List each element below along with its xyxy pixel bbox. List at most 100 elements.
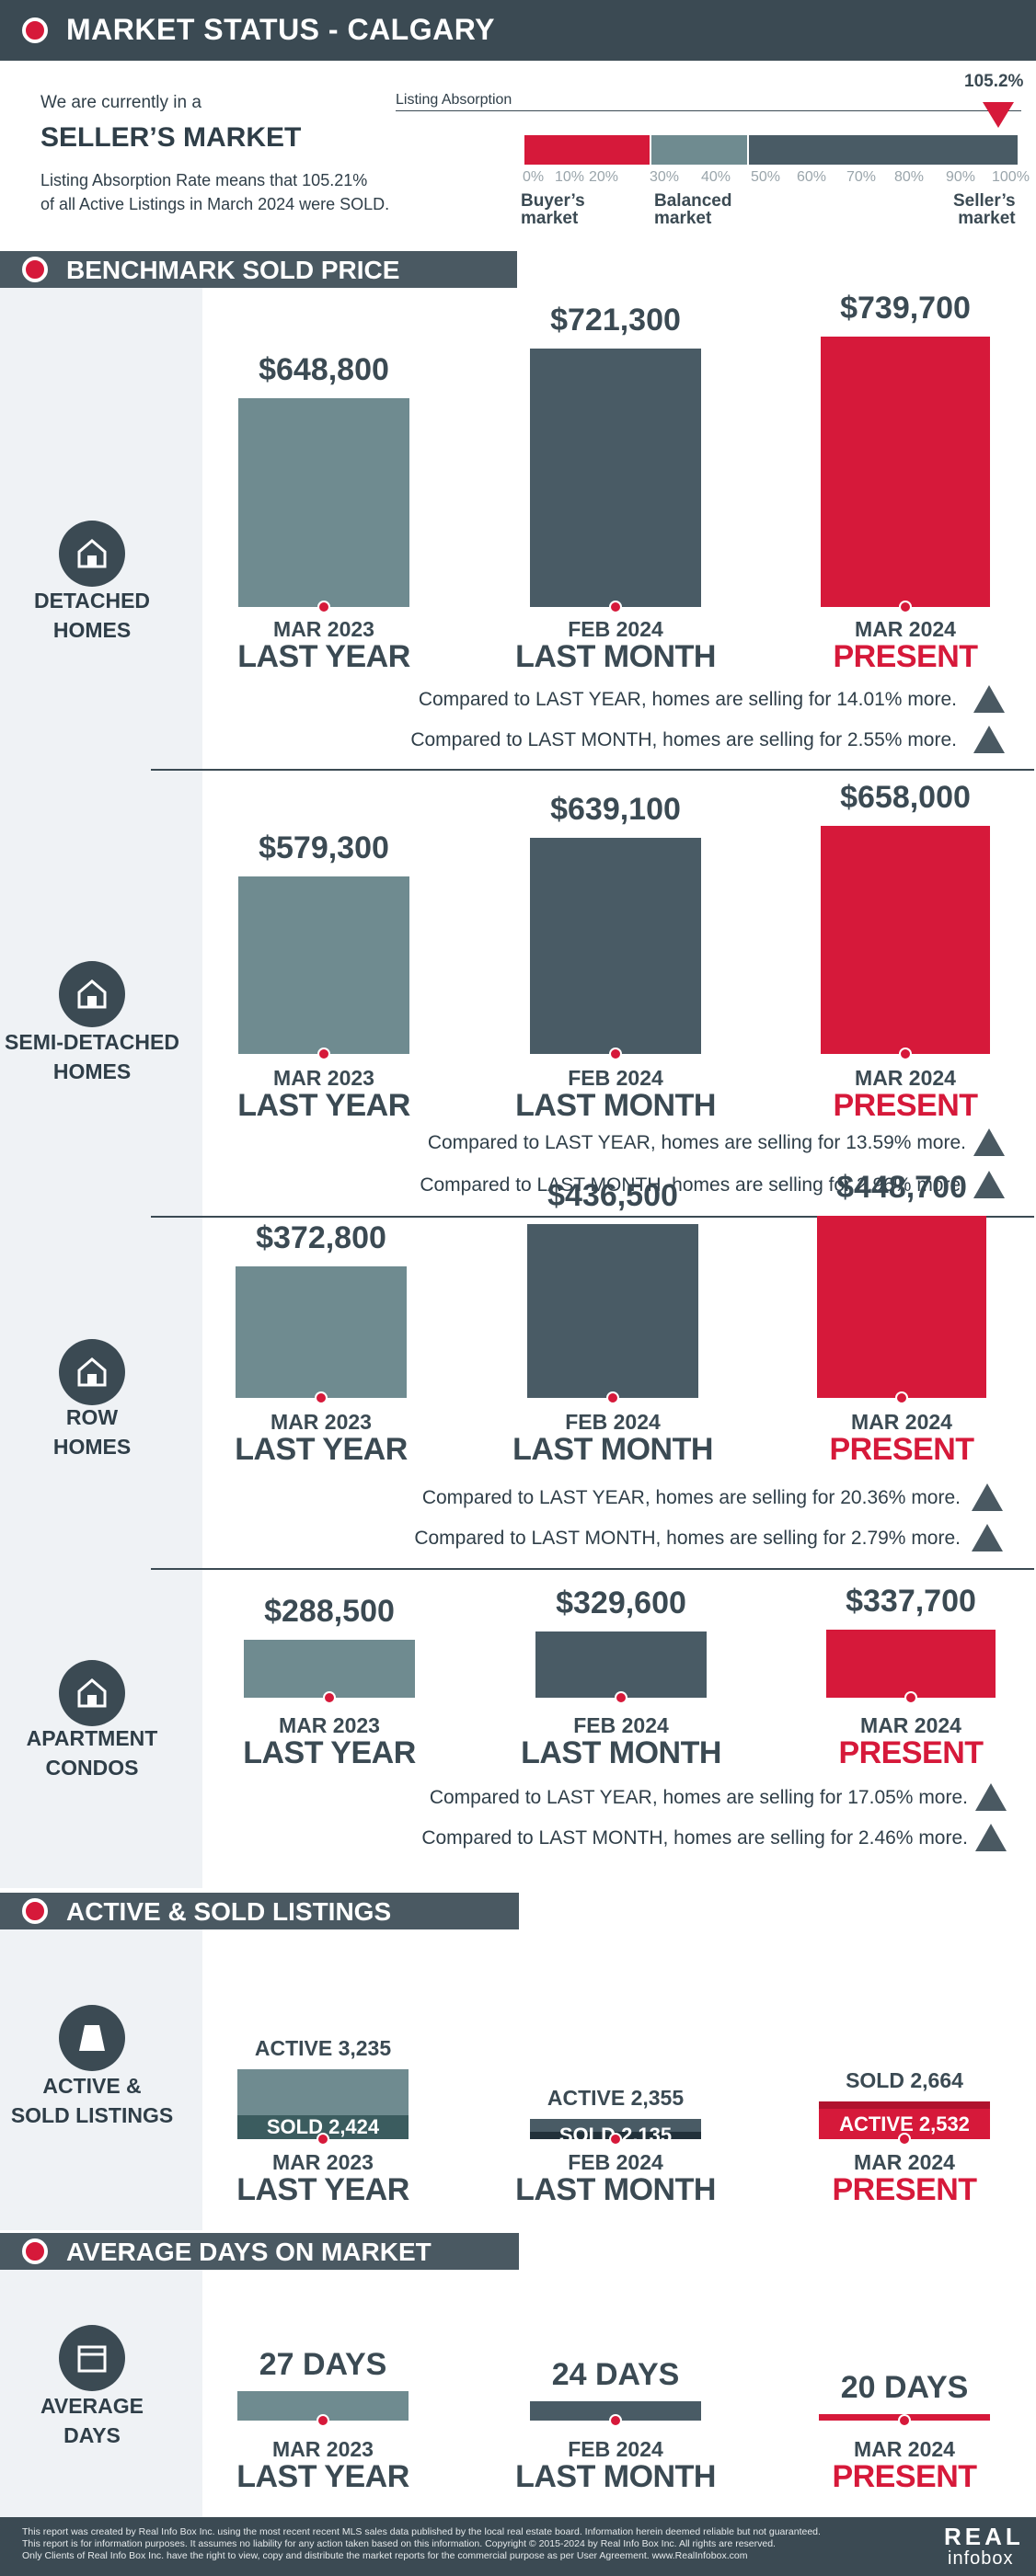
period-date: MAR 2023 (271, 1410, 372, 1434)
price-bar (826, 1630, 996, 1698)
up-arrow-icon (973, 685, 1005, 713)
price-bar (535, 1631, 707, 1698)
days-bar (530, 2401, 701, 2421)
sellers-market-bar (749, 135, 1018, 165)
period-label: LAST MONTH (512, 1432, 713, 1467)
period-label: LAST YEAR (237, 1088, 410, 1123)
absorption-rule (396, 110, 1021, 111)
section-dot-icon (22, 257, 48, 282)
price-value: $372,800 (256, 1220, 386, 1255)
period-label: PRESENT (829, 1432, 974, 1467)
bar-dot-icon (899, 601, 912, 613)
tick-label: 30% (650, 169, 680, 185)
period-label: LAST MONTH (515, 2459, 716, 2494)
days-value: 20 DAYS (840, 2370, 969, 2405)
section-divider (151, 1216, 1034, 1218)
calendar-icon (59, 2325, 125, 2391)
bar-dot-icon (615, 1691, 627, 1704)
bar-dot-icon (317, 2414, 329, 2427)
price-value: $579,300 (259, 830, 389, 865)
compare-last-year: Compared to LAST YEAR, homes are selling… (418, 689, 957, 710)
days-value: 24 DAYS (551, 2357, 680, 2392)
section-title: BENCHMARK SOLD PRICE (66, 256, 400, 284)
section-days-header: AVERAGE DAYS ON MARKET (0, 2233, 519, 2270)
header-bar: MARKET STATUS - CALGARY (0, 0, 1036, 61)
period-label: PRESENT (838, 1735, 984, 1770)
up-arrow-icon (973, 1128, 1005, 1156)
tick-label: 100% (992, 169, 1030, 185)
section-divider (151, 1568, 1034, 1570)
semi-detached-icon (59, 961, 125, 1027)
period-date: FEB 2024 (568, 1066, 663, 1090)
price-bar (530, 838, 701, 1054)
bar-dot-icon (606, 1391, 619, 1404)
period-label: LAST YEAR (243, 1735, 416, 1770)
bar-dot-icon (898, 2414, 911, 2427)
period-label: LAST YEAR (235, 1432, 408, 1467)
tick-label: 10% (555, 169, 585, 185)
bar-dot-icon (317, 2133, 329, 2146)
compare-last-year: Compared to LAST YEAR, homes are selling… (421, 1487, 961, 1508)
tick-label: 50% (751, 169, 781, 185)
price-bar (821, 337, 990, 607)
price-value: $436,500 (547, 1178, 678, 1213)
active-count: ACTIVE 3,235 (254, 2036, 392, 2060)
period-date: FEB 2024 (565, 1410, 661, 1434)
price-bar (244, 1640, 415, 1698)
absorption-label: Listing Absorption (396, 92, 512, 108)
buyers-market-bar (524, 135, 650, 165)
apartment-icon (59, 1660, 125, 1726)
price-value: $329,600 (556, 1586, 686, 1620)
left-column-bg (0, 1929, 202, 2230)
period-date: FEB 2024 (568, 2437, 663, 2461)
period-label: LAST YEAR (236, 2172, 409, 2207)
bar-dot-icon (317, 601, 330, 613)
absorption-marker-icon (983, 102, 1014, 128)
status-desc-1: Listing Absorption Rate means that 105.2… (40, 171, 368, 189)
compare-last-month: Compared to LAST MONTH, homes are sellin… (421, 1827, 968, 1849)
market-type: SELLER’S MARKET (40, 122, 302, 153)
period-date: MAR 2024 (854, 2150, 955, 2174)
tick-label: 80% (894, 169, 925, 185)
bar-dot-icon (609, 2414, 622, 2427)
period-label: LAST MONTH (515, 1088, 716, 1123)
header-dot-icon (22, 17, 48, 43)
period-date: MAR 2024 (854, 2437, 955, 2461)
period-label: PRESENT (832, 2172, 977, 2207)
period-date: MAR 2023 (272, 2150, 374, 2174)
bar-dot-icon (315, 1391, 328, 1404)
category-name: SEMI-DETACHED HOMES (5, 1030, 179, 1083)
period-date: MAR 2023 (273, 1066, 374, 1090)
period-date: FEB 2024 (568, 2150, 663, 2174)
bar-dot-icon (895, 1391, 908, 1404)
up-arrow-icon (975, 1783, 1007, 1811)
up-arrow-icon (975, 1824, 1007, 1851)
sold-count: SOLD 2,664 (846, 2068, 963, 2092)
active-count: ACTIVE 2,355 (547, 2086, 685, 2110)
price-value: $739,700 (840, 291, 971, 326)
price-value: $658,000 (840, 780, 971, 815)
price-bar (238, 398, 409, 607)
logo-text-bottom: infobox (948, 2548, 1014, 2569)
compare-last-year: Compared to LAST YEAR, homes are selling… (427, 1132, 966, 1153)
period-label: PRESENT (832, 2459, 977, 2494)
period-label: LAST YEAR (236, 2459, 409, 2494)
period-date: FEB 2024 (573, 1713, 669, 1737)
footer-line-2: This report is for information purposes.… (22, 2538, 776, 2549)
period-label: PRESENT (833, 1088, 978, 1123)
house-icon (59, 521, 125, 587)
compare-last-month: Compared to LAST MONTH, homes are sellin… (410, 729, 957, 750)
left-column-bg (0, 2270, 202, 2517)
bar-dot-icon (609, 1048, 622, 1060)
section-title: ACTIVE & SOLD LISTINGS (66, 1897, 392, 1926)
page-title: MARKET STATUS - CALGARY (66, 13, 495, 46)
price-value: $448,700 (836, 1170, 967, 1205)
price-bar (817, 1216, 986, 1398)
period-date: MAR 2023 (279, 1713, 380, 1737)
bar-dot-icon (609, 2133, 622, 2146)
tick-label: 70% (846, 169, 877, 185)
category-name: DETACHED HOMES (33, 589, 151, 642)
bar-dot-icon (904, 1691, 917, 1704)
status-line: We are currently in a (40, 93, 201, 112)
price-value: $288,500 (264, 1594, 395, 1629)
